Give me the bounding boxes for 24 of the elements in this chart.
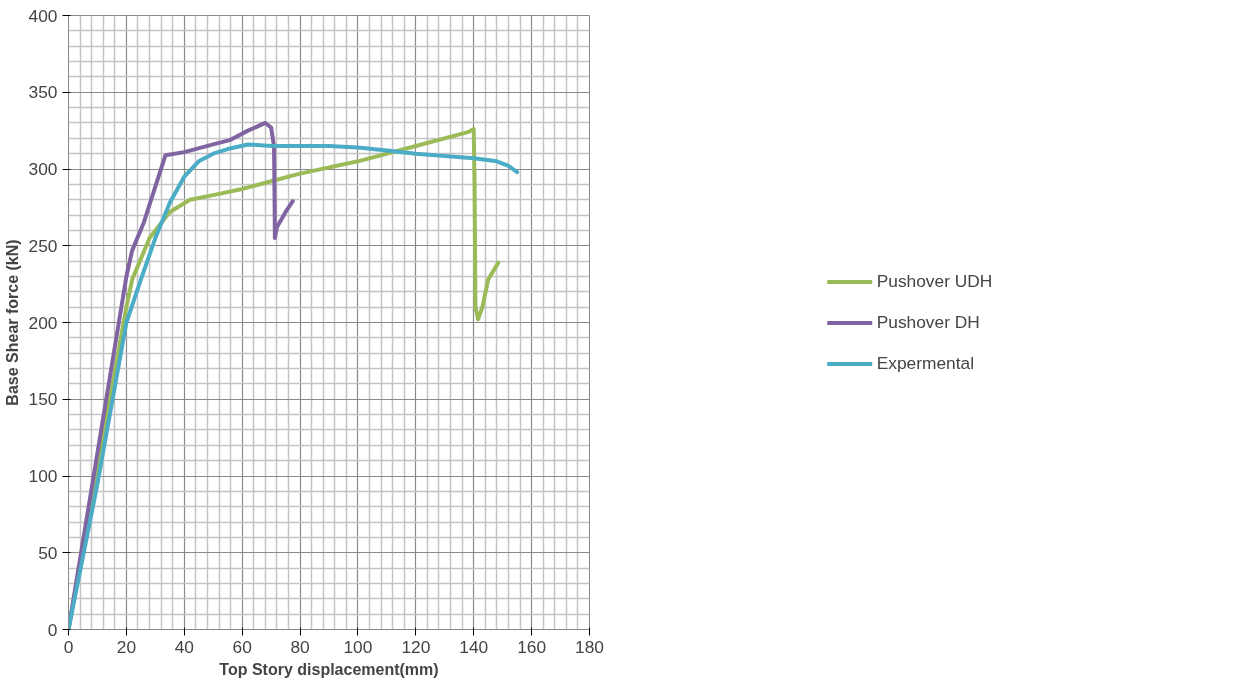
y-tick-label: 400 [28, 5, 58, 26]
legend-label: Pushover DH [876, 311, 980, 333]
x-tick-label: 80 [290, 636, 310, 657]
x-tick-label: 20 [116, 636, 137, 657]
legend-label: Pushover UDH [876, 270, 993, 292]
y-tick-label: 0 [47, 619, 58, 640]
y-tick-label: 200 [28, 312, 58, 333]
y-tick-label: 300 [28, 159, 58, 179]
y-axis-title: Base Shear force (kN) [3, 239, 21, 406]
legend-label: Expermental [876, 352, 974, 374]
x-tick-label: 140 [459, 636, 489, 657]
x-tick-label: 180 [575, 636, 604, 657]
x-tick-label: 0 [63, 636, 74, 657]
y-tick-label: 250 [28, 235, 58, 256]
x-tick-label: 100 [343, 636, 373, 657]
x-tick-label: 40 [174, 636, 194, 657]
y-tick-label: 100 [28, 466, 58, 486]
x-axis-title: Top Story displacement(mm) [219, 660, 439, 678]
x-tick-label: 60 [232, 636, 252, 657]
x-tick-label: 120 [401, 636, 431, 657]
y-tick-label: 50 [38, 542, 58, 563]
y-tick-label: 150 [28, 389, 58, 410]
y-tick-label: 350 [28, 82, 58, 103]
x-tick-label: 160 [517, 636, 547, 657]
